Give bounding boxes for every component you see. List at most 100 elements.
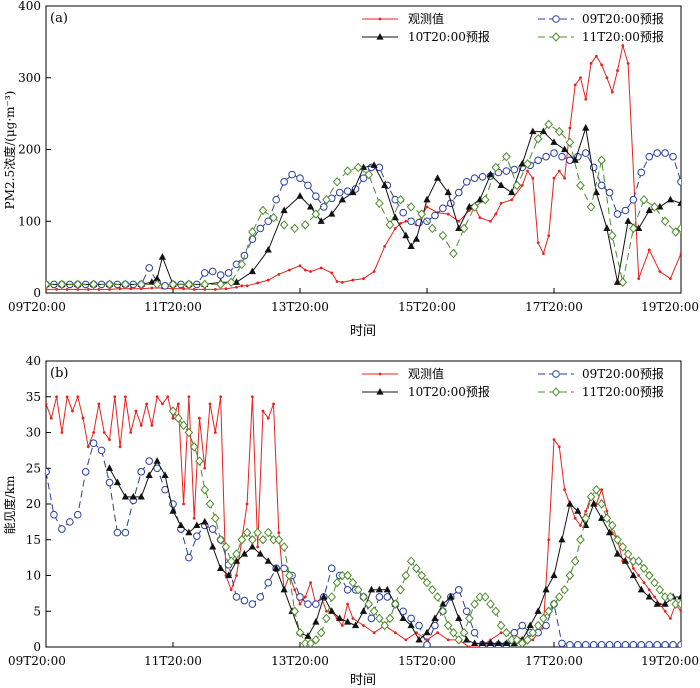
data-point: [351, 278, 355, 282]
data-point: [677, 177, 681, 186]
data-point: [76, 395, 80, 399]
data-point: [168, 406, 178, 416]
data-point: [137, 468, 146, 476]
x-tick-label: 17T20:00: [525, 300, 583, 314]
data-point: [102, 431, 106, 434]
data-point: [346, 602, 350, 606]
data-point: [621, 557, 630, 564]
data-point: [555, 126, 564, 137]
data-point: [549, 599, 559, 609]
data-point: [613, 550, 622, 557]
data-point: [335, 280, 339, 283]
data-point: [650, 202, 659, 212]
data-point: [195, 456, 204, 466]
data-point: [192, 516, 196, 520]
data-point: [232, 557, 241, 564]
series-1: [46, 439, 681, 647]
data-point: [174, 413, 183, 423]
data-point: [637, 168, 646, 177]
data-point: [502, 151, 511, 162]
legend-label: 10T20:00预报: [408, 384, 490, 399]
data-point: [661, 600, 669, 607]
data-point: [497, 181, 505, 188]
data-point: [245, 502, 249, 506]
data-point: [152, 279, 162, 290]
data-point: [280, 585, 288, 593]
data-point: [359, 607, 368, 614]
data-point: [256, 224, 265, 233]
y-ticks-a: 0 100 200 300 400: [18, 0, 51, 300]
data-point: [467, 645, 471, 647]
data-point: [303, 595, 307, 599]
legend-swatch-marker: [551, 387, 561, 397]
data-point: [129, 287, 133, 291]
data-point: [201, 517, 209, 525]
data-point: [55, 395, 58, 399]
series-line: [46, 123, 681, 285]
data-point: [58, 525, 66, 533]
data-point: [563, 176, 566, 180]
data-point: [380, 620, 389, 631]
data-point: [679, 609, 681, 613]
data-point: [542, 621, 550, 630]
x-tick-label: 19T20:00: [641, 300, 699, 314]
data-point: [71, 409, 74, 413]
data-point: [558, 152, 566, 161]
data-point: [645, 592, 653, 600]
data-point: [153, 464, 161, 473]
data-point: [153, 457, 161, 464]
data-point: [266, 416, 270, 420]
data-point: [375, 613, 384, 624]
data-point: [327, 592, 337, 602]
data-point: [555, 592, 564, 602]
data-point: [465, 202, 473, 210]
legend-label: 11T20:00预报: [582, 384, 664, 399]
data-point: [311, 209, 321, 219]
x-ticks-a: 09T20:00 11T20:00 13T20:00 15T20:00 17T20:00…: [8, 288, 699, 314]
data-point: [105, 478, 114, 487]
data-point: [539, 127, 548, 135]
data-point: [402, 231, 410, 239]
data-point: [605, 509, 609, 513]
data-point: [248, 535, 257, 545]
data-point: [676, 223, 681, 234]
data-point: [677, 592, 681, 600]
data-point: [589, 641, 598, 647]
data-point: [385, 220, 395, 230]
data-point: [656, 202, 664, 210]
data-point: [637, 277, 641, 281]
data-point: [343, 166, 352, 176]
data-point: [295, 627, 305, 638]
data-point: [399, 208, 407, 217]
data-point: [590, 500, 598, 507]
data-point: [256, 550, 264, 557]
data-point: [288, 268, 291, 272]
data-point: [65, 288, 69, 291]
data-point: [105, 464, 114, 471]
y-tick-label: 40: [26, 354, 41, 368]
data-point: [406, 556, 416, 566]
data-point: [182, 502, 185, 506]
data-point: [489, 219, 492, 223]
data-point: [370, 161, 378, 168]
x-tick-label: 09T20:00: [8, 300, 66, 314]
data-point: [121, 492, 129, 500]
data-point: [470, 202, 479, 212]
data-point: [494, 639, 503, 647]
data-point: [237, 535, 247, 545]
data-point: [136, 279, 146, 290]
y-tick-label: 300: [18, 71, 41, 85]
data-point: [256, 593, 265, 601]
data-point: [454, 635, 464, 645]
data-point: [412, 235, 421, 242]
data-point: [372, 631, 376, 635]
data-point: [359, 592, 368, 602]
data-point: [232, 278, 241, 285]
data-point: [399, 222, 402, 225]
data-point: [312, 192, 320, 200]
data-point: [404, 219, 408, 223]
data-point: [478, 172, 487, 181]
data-point: [113, 528, 122, 537]
data-point: [629, 641, 638, 647]
data-point: [200, 279, 210, 290]
